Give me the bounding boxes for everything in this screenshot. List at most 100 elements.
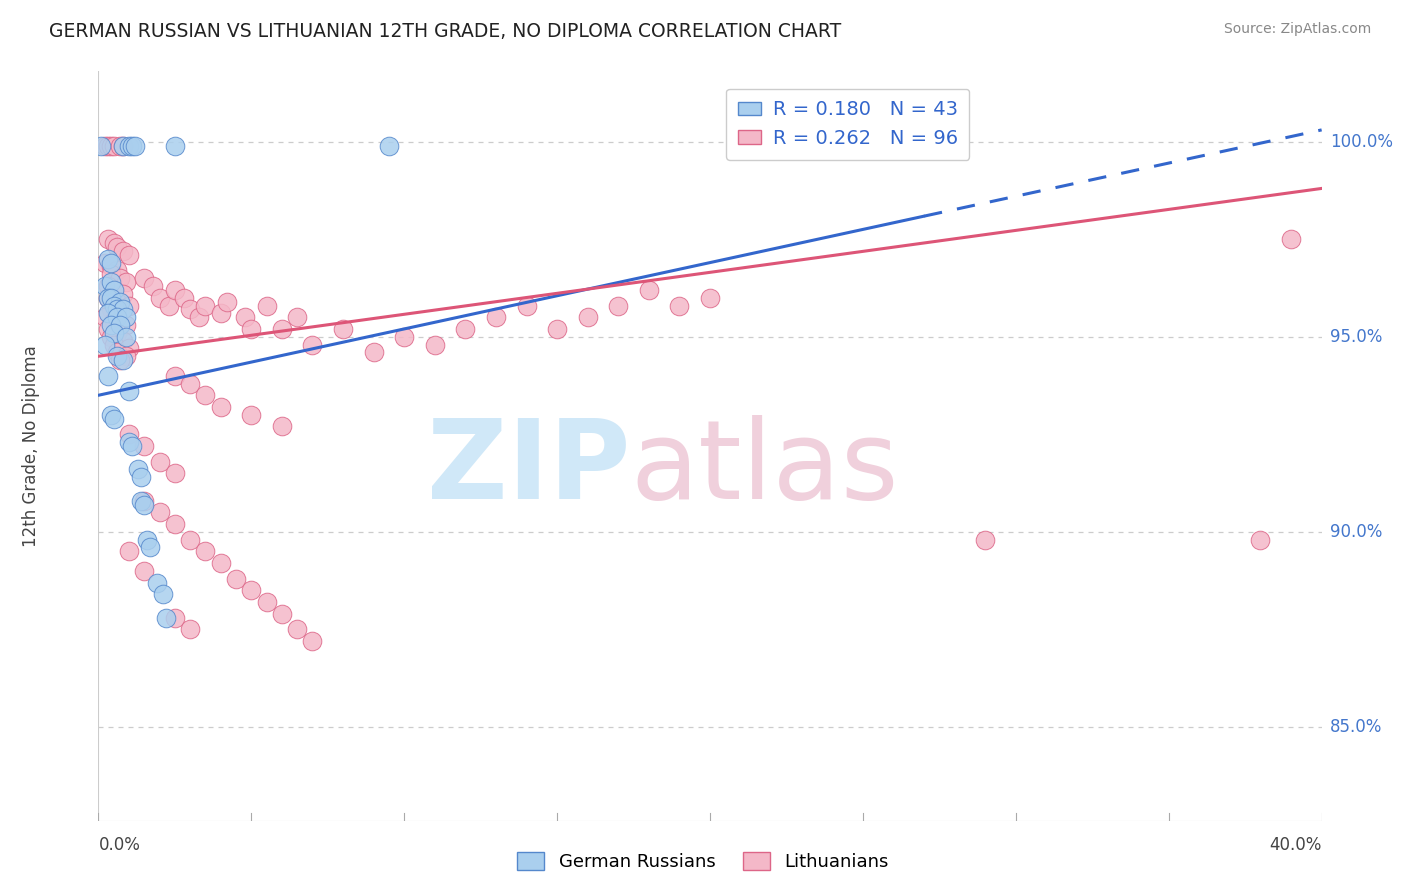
Legend: R = 0.180   N = 43, R = 0.262   N = 96: R = 0.180 N = 43, R = 0.262 N = 96 bbox=[725, 88, 969, 160]
Point bbox=[97, 252, 120, 266]
Point bbox=[149, 454, 172, 468]
Point bbox=[118, 342, 141, 356]
Point bbox=[516, 298, 538, 312]
Point bbox=[163, 283, 186, 297]
Point bbox=[103, 138, 125, 153]
Point bbox=[118, 248, 141, 262]
Text: ZIP: ZIP bbox=[427, 415, 630, 522]
Point bbox=[194, 544, 217, 558]
Point bbox=[93, 310, 115, 325]
Point bbox=[155, 610, 177, 624]
Text: GERMAN RUSSIAN VS LITHUANIAN 12TH GRADE, NO DIPLOMA CORRELATION CHART: GERMAN RUSSIAN VS LITHUANIAN 12TH GRADE,… bbox=[49, 22, 841, 41]
Point bbox=[97, 291, 120, 305]
Point bbox=[100, 138, 122, 153]
Point bbox=[100, 275, 122, 289]
Text: 95.0%: 95.0% bbox=[1330, 327, 1382, 346]
Point bbox=[111, 302, 134, 317]
Point bbox=[607, 298, 630, 312]
Text: 12th Grade, No Diploma: 12th Grade, No Diploma bbox=[22, 345, 41, 547]
Point bbox=[108, 353, 131, 368]
Point bbox=[1279, 232, 1302, 246]
Point bbox=[759, 138, 782, 153]
Point bbox=[97, 306, 120, 320]
Point bbox=[105, 240, 128, 254]
Text: 100.0%: 100.0% bbox=[1330, 133, 1393, 151]
Point bbox=[97, 291, 120, 305]
Point bbox=[546, 322, 568, 336]
Point bbox=[194, 298, 217, 312]
Point bbox=[301, 337, 323, 351]
Point bbox=[111, 286, 134, 301]
Point bbox=[163, 138, 186, 153]
Point bbox=[108, 138, 131, 153]
Point bbox=[256, 298, 278, 312]
Point bbox=[163, 368, 186, 383]
Point bbox=[118, 298, 141, 312]
Point bbox=[270, 419, 292, 434]
Point bbox=[145, 575, 167, 590]
Point bbox=[103, 283, 125, 297]
Point bbox=[129, 493, 152, 508]
Point bbox=[100, 255, 122, 269]
Point bbox=[115, 275, 138, 289]
Point bbox=[121, 138, 143, 153]
Point bbox=[149, 505, 172, 519]
Point bbox=[699, 291, 721, 305]
Point bbox=[108, 318, 131, 332]
Point bbox=[127, 462, 149, 476]
Point bbox=[142, 279, 165, 293]
Point bbox=[100, 408, 122, 422]
Text: 0.0%: 0.0% bbox=[98, 836, 141, 855]
Point bbox=[423, 337, 446, 351]
Point bbox=[173, 291, 195, 305]
Point bbox=[378, 138, 401, 153]
Point bbox=[115, 318, 138, 332]
Point bbox=[134, 564, 156, 578]
Point bbox=[134, 493, 156, 508]
Point bbox=[136, 533, 159, 547]
Point bbox=[115, 329, 138, 343]
Text: 40.0%: 40.0% bbox=[1270, 836, 1322, 855]
Point bbox=[103, 411, 125, 425]
Point bbox=[363, 345, 385, 359]
Point bbox=[454, 322, 477, 336]
Point bbox=[93, 255, 115, 269]
Point bbox=[576, 310, 599, 325]
Point bbox=[1249, 533, 1271, 547]
Point bbox=[100, 329, 122, 343]
Point bbox=[179, 533, 201, 547]
Point bbox=[233, 310, 256, 325]
Point bbox=[134, 498, 156, 512]
Point bbox=[103, 314, 125, 328]
Point bbox=[93, 138, 115, 153]
Point bbox=[103, 283, 125, 297]
Point bbox=[108, 306, 131, 320]
Point bbox=[97, 322, 120, 336]
Point bbox=[225, 572, 247, 586]
Point bbox=[194, 388, 217, 402]
Point bbox=[105, 263, 128, 277]
Point bbox=[118, 384, 141, 399]
Point bbox=[118, 138, 141, 153]
Point bbox=[240, 583, 263, 598]
Point bbox=[105, 302, 128, 317]
Point bbox=[118, 435, 141, 450]
Point bbox=[157, 298, 180, 312]
Point bbox=[134, 439, 156, 453]
Point bbox=[93, 279, 115, 293]
Point bbox=[163, 467, 186, 481]
Point bbox=[97, 368, 120, 383]
Point bbox=[111, 334, 134, 348]
Point bbox=[103, 235, 125, 250]
Point bbox=[163, 610, 186, 624]
Point bbox=[974, 533, 997, 547]
Point bbox=[179, 623, 201, 637]
Point bbox=[105, 310, 128, 325]
Point bbox=[301, 634, 323, 648]
Point bbox=[256, 595, 278, 609]
Point bbox=[270, 607, 292, 621]
Point bbox=[270, 322, 292, 336]
Legend: German Russians, Lithuanians: German Russians, Lithuanians bbox=[510, 845, 896, 879]
Point bbox=[100, 318, 122, 332]
Point bbox=[111, 138, 134, 153]
